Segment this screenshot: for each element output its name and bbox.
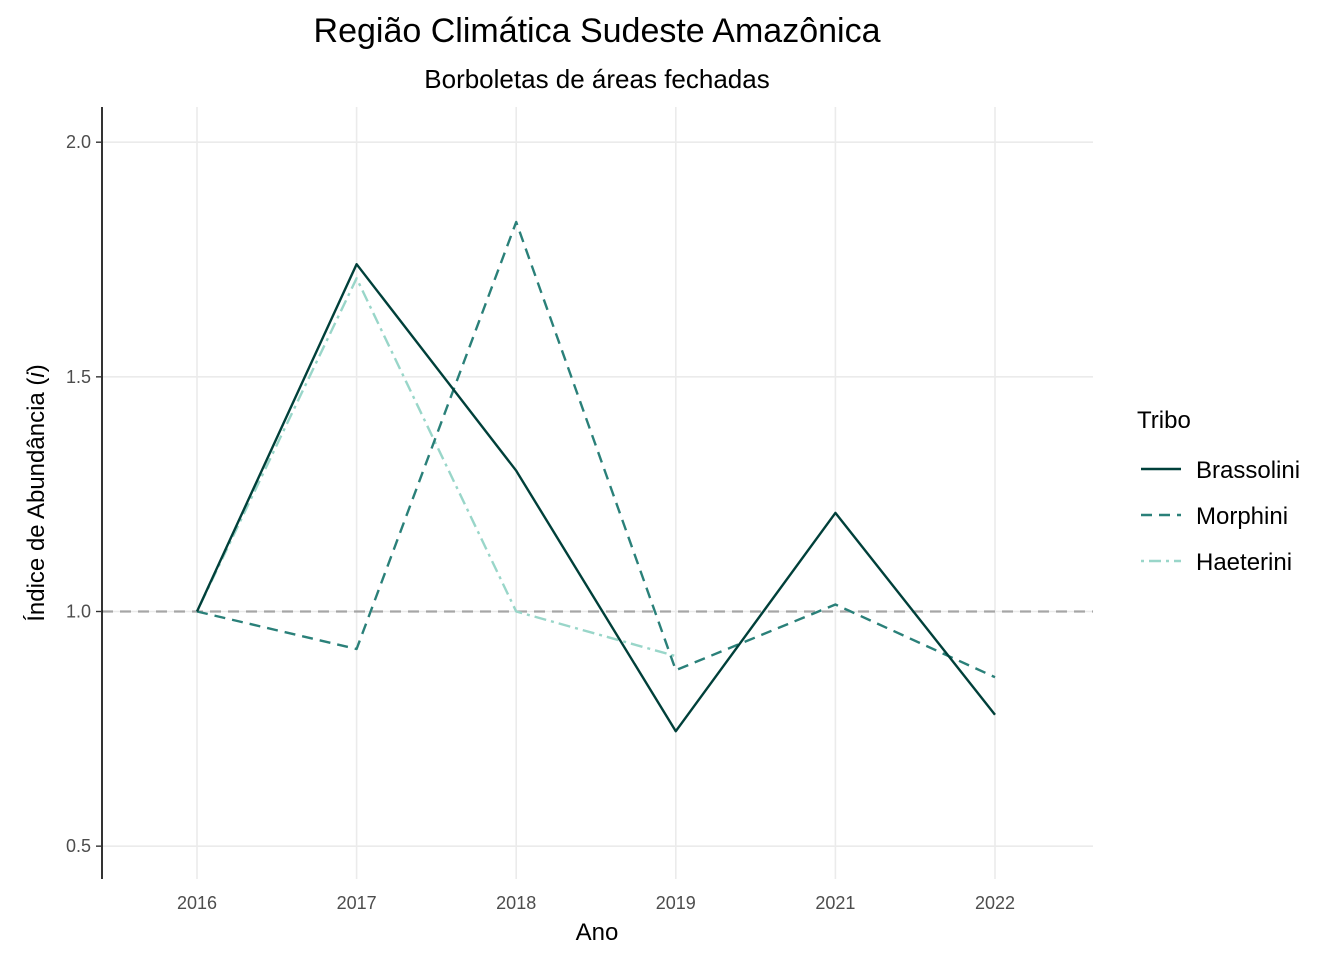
series-line-haeterini <box>195 277 677 658</box>
x-tick-labels: 2016 2017 2018 2019 2021 2022 <box>177 893 1015 913</box>
chart-subtitle: Borboletas de áreas fechadas <box>424 64 769 94</box>
y-axis-title: Índice de Abundância (i) <box>23 364 50 622</box>
legend-title: Tribo <box>1137 407 1191 434</box>
legend-label-morphini: Morphini <box>1196 503 1288 530</box>
legend-label-brassolini: Brassolini <box>1196 457 1300 484</box>
y-tick-label: 2.0 <box>66 132 91 152</box>
x-tick-label: 2019 <box>656 893 696 913</box>
x-tick-label: 2017 <box>337 893 377 913</box>
chart-title: Região Climática Sudeste Amazônica <box>314 12 881 50</box>
x-tick-label: 2016 <box>177 893 217 913</box>
x-tick-label: 2021 <box>815 893 855 913</box>
y-tick-label: 1.0 <box>66 601 91 621</box>
gridlines <box>102 107 1093 879</box>
legend: Tribo Brassolini Morphini Haeterini <box>1137 407 1300 576</box>
y-tick-label: 0.5 <box>66 836 91 856</box>
series-line-brassolini <box>195 263 996 733</box>
x-tick-label: 2022 <box>975 893 1015 913</box>
legend-label-haeterini: Haeterini <box>1196 549 1292 576</box>
series-line-morphini <box>196 220 996 679</box>
series-layer <box>195 220 996 733</box>
x-axis-title: Ano <box>576 919 619 946</box>
y-tick-label: 1.5 <box>66 367 91 387</box>
x-tick-label: 2018 <box>496 893 536 913</box>
y-tick-labels: 0.5 1.0 1.5 2.0 <box>66 132 102 856</box>
